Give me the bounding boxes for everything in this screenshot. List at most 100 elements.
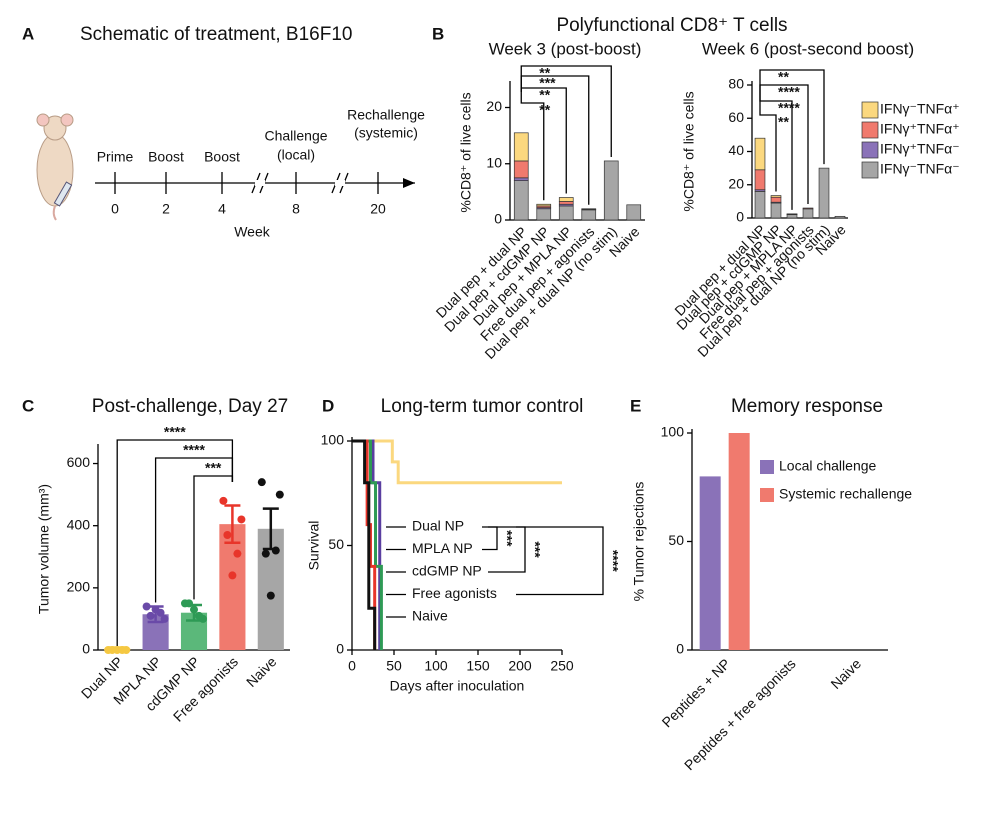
bar-segment <box>513 132 529 162</box>
week-label: 20 <box>370 201 386 217</box>
data-point <box>142 602 151 611</box>
bar-segment <box>818 167 830 219</box>
x-tick-label: 0 <box>348 658 356 674</box>
legend-bg <box>383 517 501 537</box>
significance-label: ** <box>778 69 789 85</box>
legend-label: IFNγ⁺TNFα⁺ <box>880 121 960 137</box>
chart-title: Memory response <box>731 396 883 417</box>
timeline-arrow <box>403 178 415 188</box>
legend-label: Naive <box>412 608 448 624</box>
week-label: 8 <box>292 201 300 217</box>
significance-label: ** <box>539 102 550 118</box>
significance-label: *** <box>499 530 515 547</box>
survival-line <box>352 439 562 485</box>
significance-label: **** <box>605 550 621 572</box>
significance-label: **** <box>778 100 800 116</box>
y-tick-label: 100 <box>661 424 685 440</box>
data-point <box>160 614 169 623</box>
bar-segment <box>536 208 552 221</box>
chart-subtitle: Week 6 (post-second boost) <box>702 39 914 58</box>
bar-segment <box>754 169 766 191</box>
legend-label: Free agonists <box>412 585 497 601</box>
break-gap <box>335 180 345 186</box>
chart-subtitle: Week 3 (post-boost) <box>489 39 642 58</box>
y-tick-label: 200 <box>67 579 91 595</box>
panel-title: Polyfunctional CD8⁺ T cells <box>556 15 787 36</box>
event-label: (systemic) <box>354 125 418 141</box>
data-point <box>185 599 193 608</box>
data-point <box>266 591 275 600</box>
legend-bg <box>383 539 501 560</box>
data-point <box>228 571 237 580</box>
bar-segment <box>536 203 552 207</box>
significance-label: *** <box>205 460 222 476</box>
bar-segment <box>513 177 529 181</box>
legend-label: IFNγ⁻TNFα⁻ <box>880 161 960 177</box>
data-point <box>257 478 266 487</box>
significance-bracket <box>193 475 234 600</box>
bar-segment <box>581 209 597 221</box>
axis-label: Week <box>234 224 271 240</box>
legend-swatch <box>861 141 879 159</box>
bar-segment <box>834 215 846 219</box>
panel-title: Schematic of treatment, B16F10 <box>80 24 352 45</box>
event-label: Challenge <box>264 128 327 144</box>
legend-label: IFNγ⁻TNFα⁺ <box>880 101 960 117</box>
y-tick-label: 10 <box>486 154 502 170</box>
bar-segment <box>786 214 798 219</box>
significance-label: *** <box>539 75 556 91</box>
survival-line <box>352 439 377 650</box>
significance-label: *** <box>527 541 543 558</box>
y-axis-label: %CD8⁺ of live cells <box>681 91 697 211</box>
x-tick-label: 200 <box>508 658 532 674</box>
significance-bracket <box>516 526 604 596</box>
bar-segment <box>770 202 782 219</box>
bar-segment <box>770 195 782 198</box>
legend-bg <box>383 584 501 605</box>
x-tick-label: Peptides + NP <box>659 655 734 730</box>
significance-bracket <box>520 92 545 201</box>
data-point <box>219 496 228 505</box>
legend-label: Dual NP <box>412 518 464 534</box>
y-tick-label: 80 <box>728 76 744 92</box>
significance-bracket <box>154 457 234 603</box>
legend-swatch <box>861 101 879 119</box>
bar-segment <box>513 180 529 221</box>
y-axis-label: Tumor volume (mm³) <box>36 484 52 614</box>
bar-segment <box>603 160 619 221</box>
bar-segment <box>754 191 766 219</box>
data-point <box>275 490 284 499</box>
data-point <box>223 531 232 540</box>
y-tick-label: 20 <box>486 98 502 114</box>
significance-label: ** <box>778 114 789 130</box>
y-tick-label: 50 <box>328 536 344 552</box>
x-tick-label: 150 <box>466 658 490 674</box>
legend-label: MPLA NP <box>412 540 473 556</box>
y-tick-label: 0 <box>336 641 344 657</box>
y-tick-label: 400 <box>67 516 91 532</box>
event-label: Prime <box>97 149 134 165</box>
panel-letter: C <box>22 396 34 415</box>
legend-label: cdGMP NP <box>412 563 482 579</box>
significance-bracket <box>520 65 612 157</box>
x-tick-label: 250 <box>550 658 574 674</box>
significance-label: ** <box>539 65 550 81</box>
x-tick-label: Naive <box>243 653 280 690</box>
y-tick-label: 50 <box>668 532 684 548</box>
y-axis-label: % Tumor rejections <box>631 482 647 602</box>
week-label: 2 <box>162 201 170 217</box>
significance-bracket <box>488 526 526 573</box>
y-tick-label: 60 <box>728 109 744 125</box>
data-point <box>261 549 270 558</box>
bar-segment <box>558 197 574 202</box>
chart-title: Post-challenge, Day 27 <box>92 396 288 417</box>
x-tick-label: 100 <box>424 658 448 674</box>
y-tick-label: 600 <box>67 454 91 470</box>
bar-segment <box>754 137 766 171</box>
bar <box>219 524 246 650</box>
bar-segment <box>626 204 642 221</box>
data-point <box>237 515 246 524</box>
event-label: Boost <box>148 149 184 165</box>
break-gap <box>255 180 265 186</box>
